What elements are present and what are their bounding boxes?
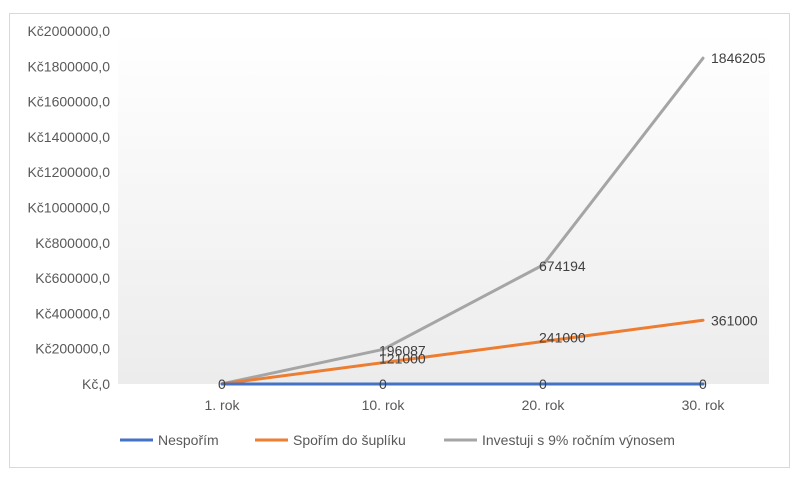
y-tick-label: Kč1200000,0	[27, 164, 110, 180]
data-label: 241000	[539, 329, 586, 345]
data-label: 0	[218, 376, 226, 392]
x-tick-label: 1. rok	[204, 397, 240, 413]
y-tick-label: Kč400000,0	[35, 305, 110, 321]
y-tick-label: Kč2000000,0	[27, 23, 110, 39]
y-tick-label: Kč1800000,0	[27, 58, 110, 74]
series-line-2	[220, 56, 705, 386]
y-tick-label: Kč1400000,0	[27, 129, 110, 145]
x-tick-label: 10. rok	[362, 397, 406, 413]
y-tick-label: Kč800000,0	[35, 235, 110, 251]
data-label: 361000	[711, 312, 758, 328]
data-label: 0	[699, 376, 707, 392]
legend-entry: Investuji s 9% ročním výnosem	[482, 432, 675, 448]
data-label: 674194	[539, 258, 586, 274]
y-tick-label: Kč1000000,0	[27, 200, 110, 216]
x-tick-label: 30. rok	[682, 397, 726, 413]
y-tick-label: Kč1600000,0	[27, 94, 110, 110]
legend-entry: Spořím do šuplíku	[293, 432, 406, 448]
series-line-1	[220, 318, 705, 386]
data-label: 121000	[379, 351, 426, 367]
plot-area	[118, 31, 769, 384]
data-label: 196087	[379, 342, 426, 358]
legend-entry: Nespořím	[158, 432, 219, 448]
y-tick-label: Kč,0	[82, 376, 110, 392]
x-tick-label: 20. rok	[522, 397, 566, 413]
data-label: 0	[379, 376, 387, 392]
data-label: 1846205	[711, 50, 766, 66]
data-label: 0	[539, 376, 547, 392]
y-tick-label: Kč600000,0	[35, 270, 110, 286]
y-tick-label: Kč200000,0	[35, 341, 110, 357]
